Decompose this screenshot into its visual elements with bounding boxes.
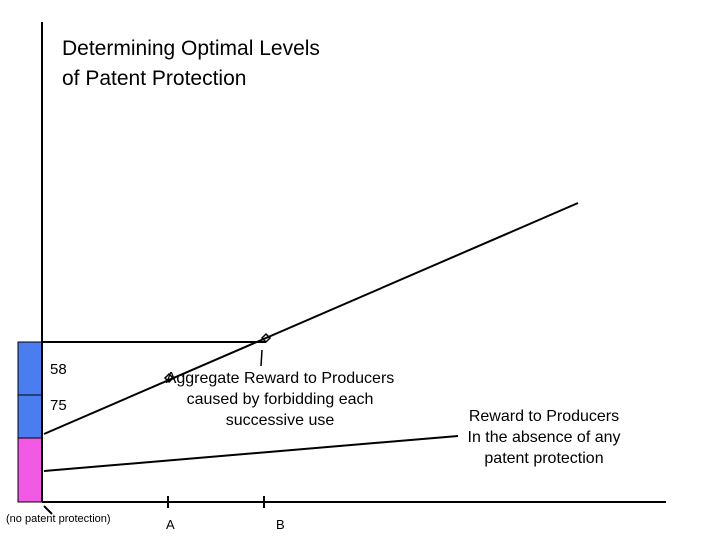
aggregate-reward-line: [43, 202, 579, 435]
title-line-2: of Patent Protection: [62, 67, 247, 90]
title-line-1: Determining Optimal Levels: [62, 37, 320, 60]
point-marker-lower: [163, 372, 175, 384]
aggregate-line-1: Aggregate Reward to Producers: [165, 370, 395, 387]
value-label-75: 75: [50, 397, 67, 414]
value-label-58: 58: [50, 361, 67, 378]
no-protection-annotation: Reward to Producers In the absence of an…: [444, 406, 644, 469]
no-protection-line-3: patent protection: [484, 450, 604, 467]
origin-pointer: [43, 505, 53, 515]
aggregate-line-3: successive use: [225, 412, 335, 429]
tick-a-label: A: [166, 517, 175, 532]
no-protection-reward-line: [43, 435, 459, 472]
origin-label: (no patent protection): [6, 513, 111, 525]
blue-bar-lower: [17, 394, 43, 439]
diagram-title: Determining Optimal Levels of Patent Pro…: [62, 34, 320, 94]
pointer-stroke: [260, 349, 263, 367]
tick-b-label: B: [276, 517, 285, 532]
pink-bar: [17, 437, 43, 503]
no-protection-line-1: Reward to Producers: [468, 408, 620, 425]
point-marker-upper: [260, 332, 272, 344]
blue-bar-upper: [17, 341, 43, 396]
no-protection-line-2: In the absence of any: [467, 429, 621, 446]
aggregate-line-2: caused by forbidding each: [186, 391, 374, 408]
aggregate-reward-annotation: Aggregate Reward to Producers caused by …: [130, 368, 430, 431]
